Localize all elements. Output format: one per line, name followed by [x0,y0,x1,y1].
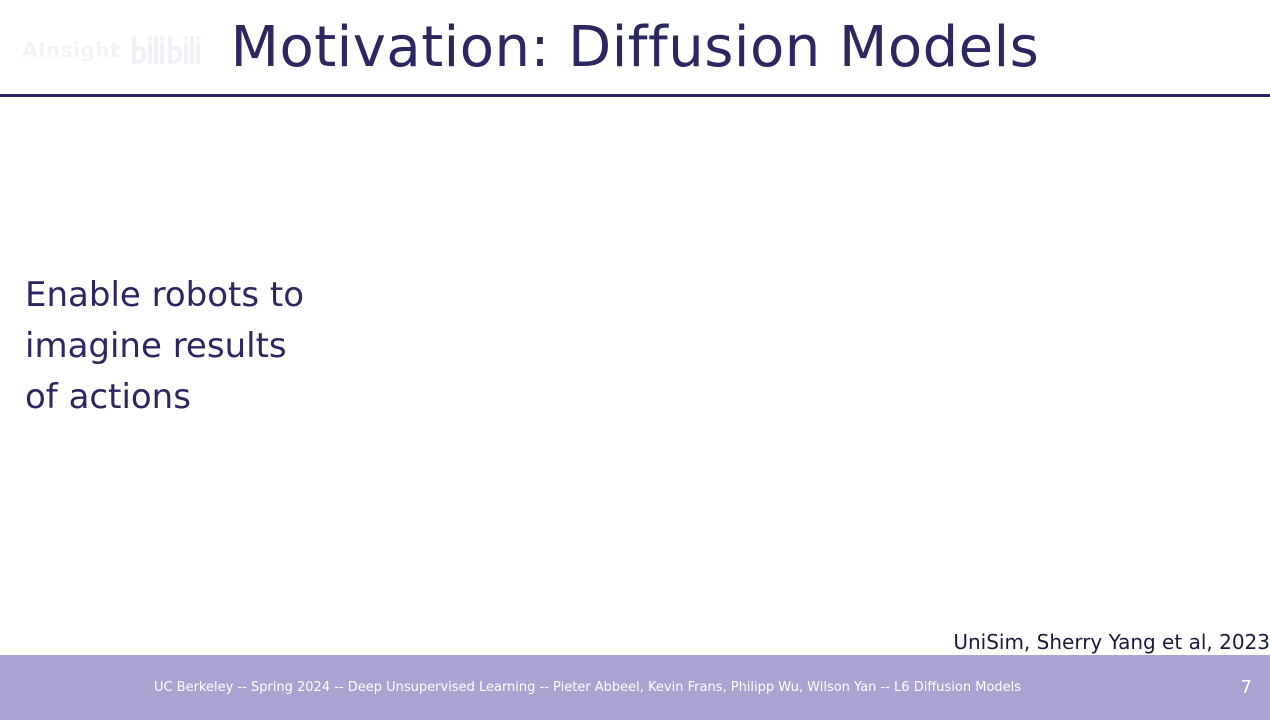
bilibili-logo-icon [132,36,201,64]
slide-body: Enable robots to imagine results of acti… [25,270,365,423]
page-number: 7 [1240,677,1252,698]
citation: UniSim, Sherry Yang et al, 2023 [953,630,1270,654]
footer-text-wrap: UC Berkeley -- Spring 2024 -- Deep Unsup… [0,655,1270,720]
footer-text: UC Berkeley -- Spring 2024 -- Deep Unsup… [153,680,1022,695]
body-line: of actions [25,377,191,417]
body-line: Enable robots to [25,275,305,315]
slide-footer: UC Berkeley -- Spring 2024 -- Deep Unsup… [0,655,1270,720]
body-line: imagine results [25,326,287,366]
watermark-text: AInsight [22,38,121,62]
watermark: AInsight [22,30,210,70]
title-divider [0,94,1270,97]
slide-title: Motivation: Diffusion Models [230,15,1040,80]
